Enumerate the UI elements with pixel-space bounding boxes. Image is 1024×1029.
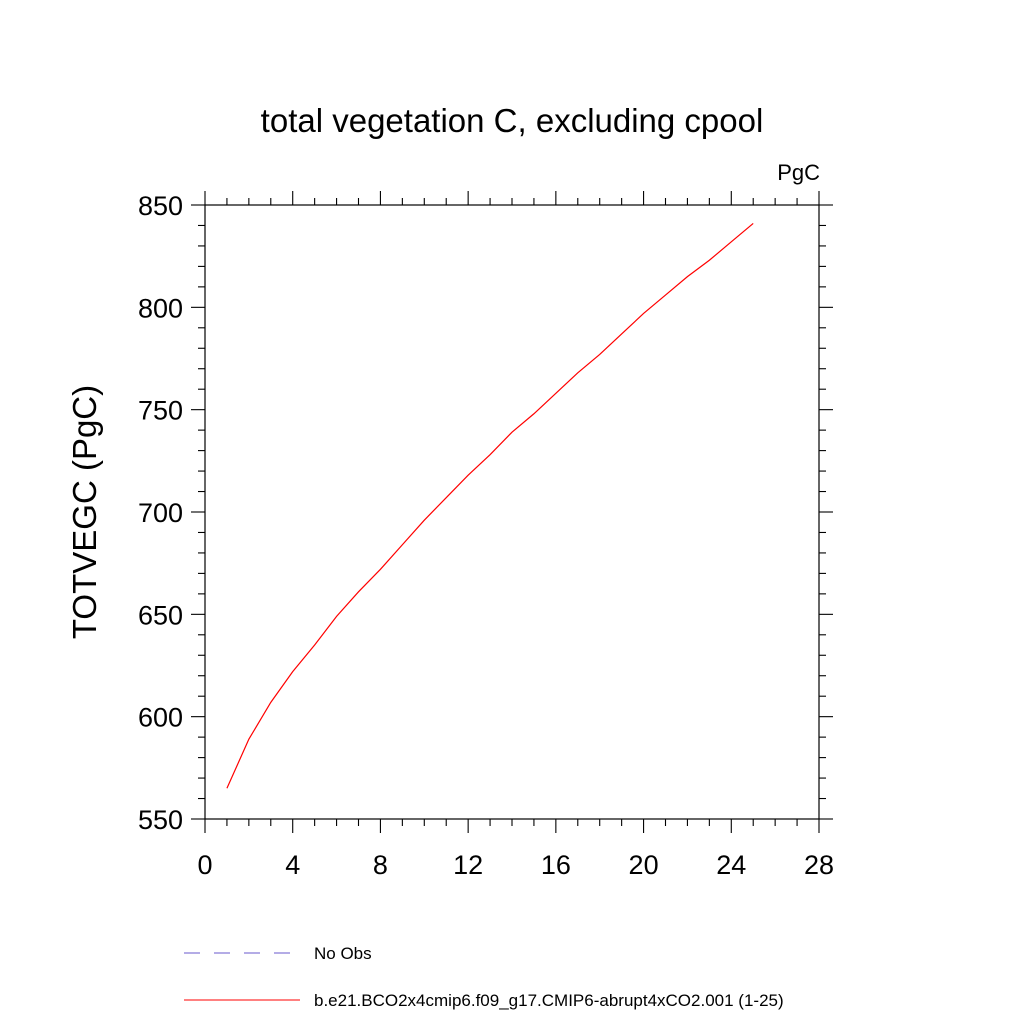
x-tick-label: 12 xyxy=(453,850,483,880)
x-tick-label: 4 xyxy=(285,850,300,880)
y-tick-label: 600 xyxy=(138,703,183,733)
y-tick-label: 750 xyxy=(138,396,183,426)
y-axis-title: TOTVEGC (PgC) xyxy=(66,385,103,639)
x-tick-label: 16 xyxy=(541,850,571,880)
chart-title: total vegetation C, excluding cpool xyxy=(261,102,764,139)
x-tick-label: 28 xyxy=(804,850,834,880)
x-tick-label: 0 xyxy=(197,850,212,880)
plot-frame xyxy=(204,204,820,820)
series-line-1 xyxy=(226,222,754,789)
axis-ticks: 0 4 8 12 16 20 24 28 550 600 650 700 750 800 850 xyxy=(138,191,834,880)
y-tick-label: 800 xyxy=(138,293,183,323)
units-label: PgC xyxy=(777,160,820,185)
y-tick-label: 850 xyxy=(138,191,183,221)
legend: No Obs b.e21.BCO2x4cmip6.f09_g17.CMIP6-ab… xyxy=(184,944,784,1010)
y-tick-label: 700 xyxy=(138,498,183,528)
legend-label-0: No Obs xyxy=(314,944,372,963)
x-tick-label: 24 xyxy=(716,850,746,880)
legend-label-1: b.e21.BCO2x4cmip6.f09_g17.CMIP6-abrupt4x… xyxy=(314,991,784,1010)
y-tick-label: 650 xyxy=(138,600,183,630)
plot-series xyxy=(226,222,754,789)
y-tick-label: 550 xyxy=(138,805,183,835)
x-tick-label: 8 xyxy=(373,850,388,880)
x-tick-label: 20 xyxy=(629,850,659,880)
